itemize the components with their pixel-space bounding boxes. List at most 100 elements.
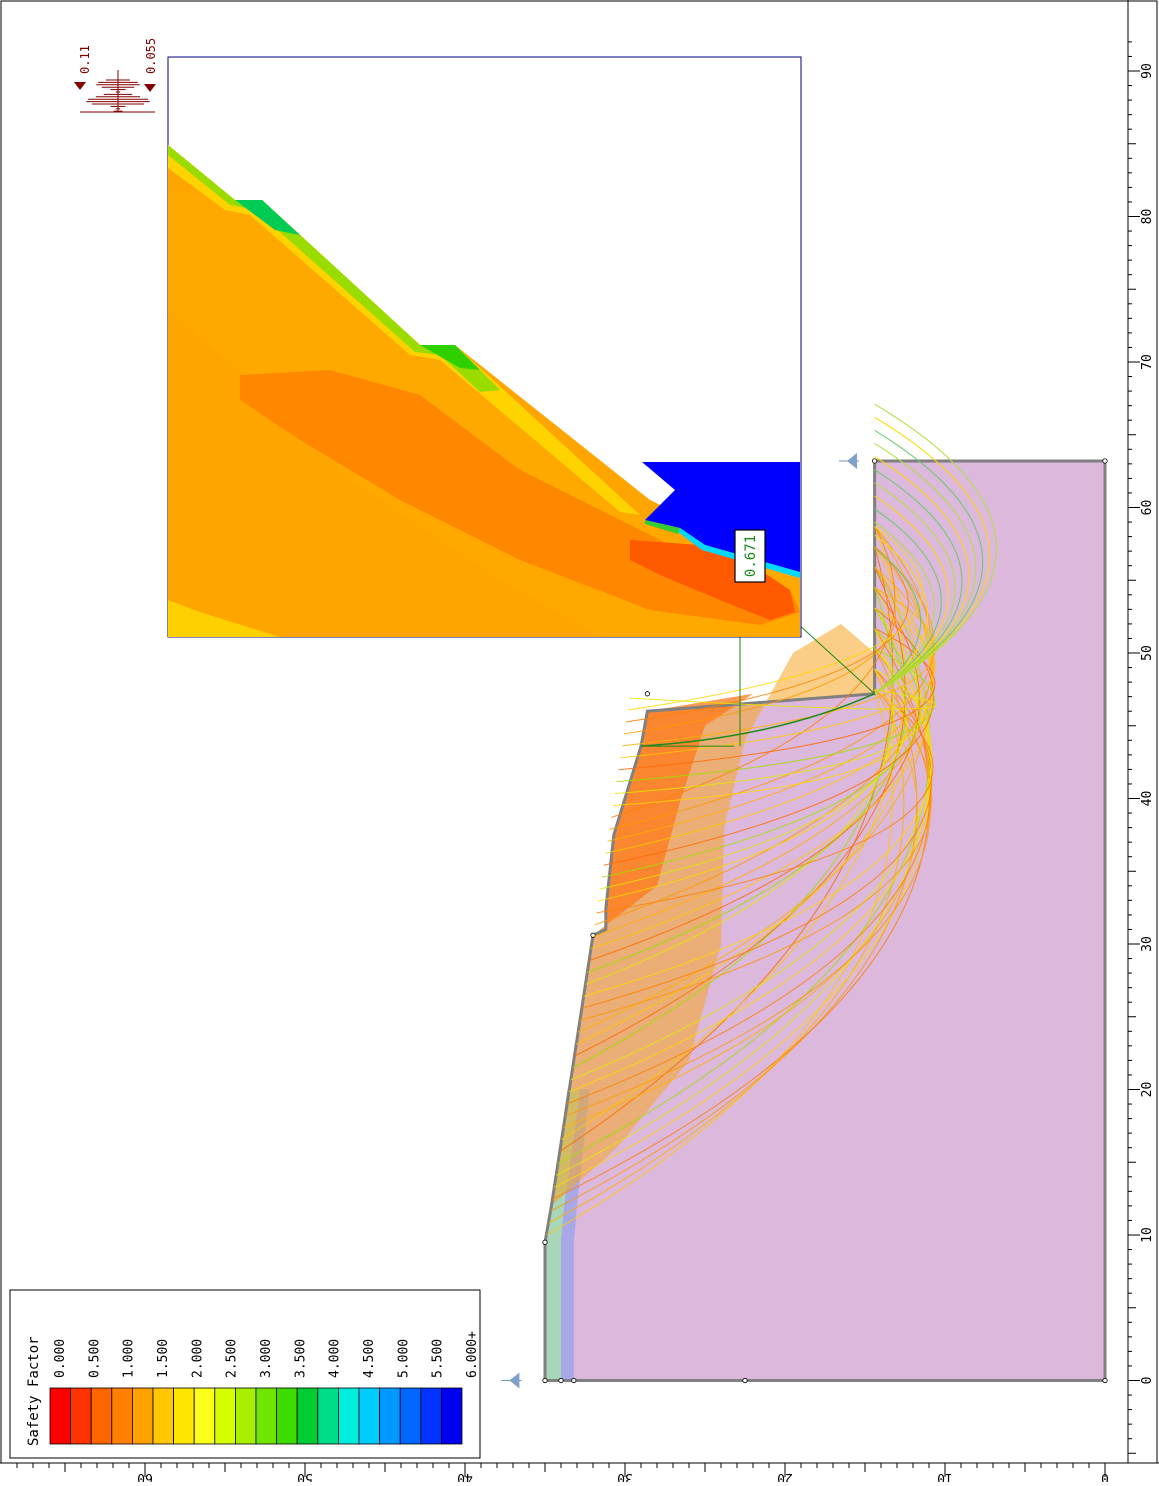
slip-surface-arc [874, 469, 963, 695]
slip-surface-arc [589, 587, 920, 962]
vertex-marker [871, 458, 878, 464]
fs-label-box [734, 529, 766, 583]
x-axis-tick-label: 0 [1140, 1377, 1155, 1385]
slip-surface-arc [874, 482, 956, 695]
y-axis-tick-label: 60 [137, 1470, 153, 1482]
y-axis-tick-label: 40 [457, 1470, 473, 1482]
model-boundary [543, 459, 1107, 1382]
vertex-marker [742, 1377, 748, 1384]
legend-swatch [379, 1387, 401, 1445]
legend-label: 2.000 [190, 1339, 205, 1378]
slip-surface-arc [622, 587, 936, 747]
slip-surface-arc [623, 566, 896, 735]
x-axis-tick-label: 90 [1140, 63, 1155, 79]
slip-surface-arc [874, 521, 935, 695]
legend-swatch [193, 1387, 216, 1445]
slip-surface-arc [598, 668, 895, 902]
vertex-marker [1102, 1377, 1108, 1384]
seismic-load-symbol: 0.11 0.055 [74, 38, 158, 113]
slip-surface-arc [620, 607, 936, 759]
x-axis-tick-label: 30 [1140, 936, 1155, 952]
slip-surface-arc [574, 566, 906, 1057]
slip-surface-arc [600, 648, 908, 890]
contour-band [420, 345, 480, 370]
seismic-arrow [144, 84, 156, 92]
legend-swatch [399, 1387, 422, 1445]
legend-label: 2.500 [225, 1339, 240, 1378]
slip-surface-arc [616, 648, 936, 783]
slip-surface-arc [570, 607, 932, 1081]
slip-surface-arc [613, 688, 908, 806]
slip-surfaces [546, 403, 997, 1236]
legend-swatch [152, 1387, 175, 1445]
slip-surface-arc [566, 648, 931, 1105]
legend-swatch [234, 1387, 257, 1445]
contour-band [168, 190, 800, 637]
legend-swatch [358, 1387, 381, 1445]
slip-surface-arc [577, 526, 932, 1033]
slip-surface-arc [590, 566, 933, 950]
legend-label: 6.000+ [465, 1331, 480, 1378]
vertex-marker [1102, 458, 1108, 464]
slip-surface-arc [611, 526, 896, 818]
inset-contour-panel: 0.671 [167, 56, 802, 638]
slip-surface-arc [548, 668, 905, 1224]
soil-region [545, 460, 1105, 1381]
slip-surface-arc [576, 546, 919, 1045]
x-axis-tick-label: 60 [1140, 500, 1155, 516]
x-axis-tick-label: 80 [1140, 209, 1155, 225]
x-axis-tick-label: 20 [1140, 1082, 1155, 1098]
legend-label: 5.500 [431, 1339, 446, 1378]
slip-surface-arc [629, 688, 937, 710]
slip-surface-arc [874, 534, 928, 695]
slip-surface-arc [579, 689, 932, 1021]
legend-label: 0.000 [53, 1339, 68, 1378]
y-axis-tick-label: 30 [617, 1470, 633, 1482]
slip-surface-arc [874, 416, 991, 695]
slip-surface-arc [874, 547, 921, 695]
vertex-marker [542, 1377, 548, 1384]
slip-surface-arc [607, 566, 935, 842]
legend-label: 1.500 [156, 1339, 171, 1378]
slip-surface-arc [874, 443, 977, 695]
legend-swatch [317, 1387, 339, 1445]
x-axis-tick-label: 10 [1140, 1227, 1155, 1243]
legend-swatch [90, 1387, 113, 1445]
contour-band [645, 520, 680, 534]
legend-label: 1.000 [122, 1339, 137, 1378]
slip-surface-arc [874, 429, 983, 695]
slip-surface-arc [583, 648, 933, 997]
y-axis-tick-label: 20 [777, 1470, 793, 1482]
legend-swatch [440, 1387, 463, 1445]
legend-label: 5.000 [396, 1339, 411, 1378]
inset-contours [168, 145, 800, 637]
legend-label: 4.500 [362, 1339, 377, 1378]
safety-factor-legend: Safety Factor 0.000 0.500 1.000 1.500 2.000 2.… [9, 1289, 481, 1459]
water-table-triangle [509, 1372, 520, 1389]
slip-mass-core [593, 693, 753, 936]
fs-label: 0.671 [743, 535, 759, 577]
y-axis-tick-label: 0 [1101, 1470, 1109, 1482]
legend-label: 3.500 [293, 1339, 308, 1378]
x-axis-tick-label: 50 [1140, 645, 1155, 661]
legend-label: 0.500 [87, 1339, 102, 1378]
legend-swatch [420, 1387, 442, 1445]
slip-surface-arc [625, 546, 909, 723]
legend-swatch [276, 1387, 298, 1445]
contour-band [630, 540, 795, 620]
slip-surface-arc [596, 688, 934, 914]
slip-surface-arc [874, 495, 949, 695]
slip-mass [551, 623, 875, 1206]
legend-swatch [255, 1387, 278, 1445]
legend-swatch [214, 1387, 236, 1445]
vertex-marker [558, 1377, 564, 1384]
upper-soil-band [545, 1089, 581, 1381]
slip-surface-arc [627, 526, 923, 711]
slip-surface-arc [874, 403, 997, 695]
slip-surface-arc [554, 607, 930, 1188]
slip-surface-arc [572, 587, 894, 1069]
legend-label: 4.000 [328, 1339, 343, 1378]
